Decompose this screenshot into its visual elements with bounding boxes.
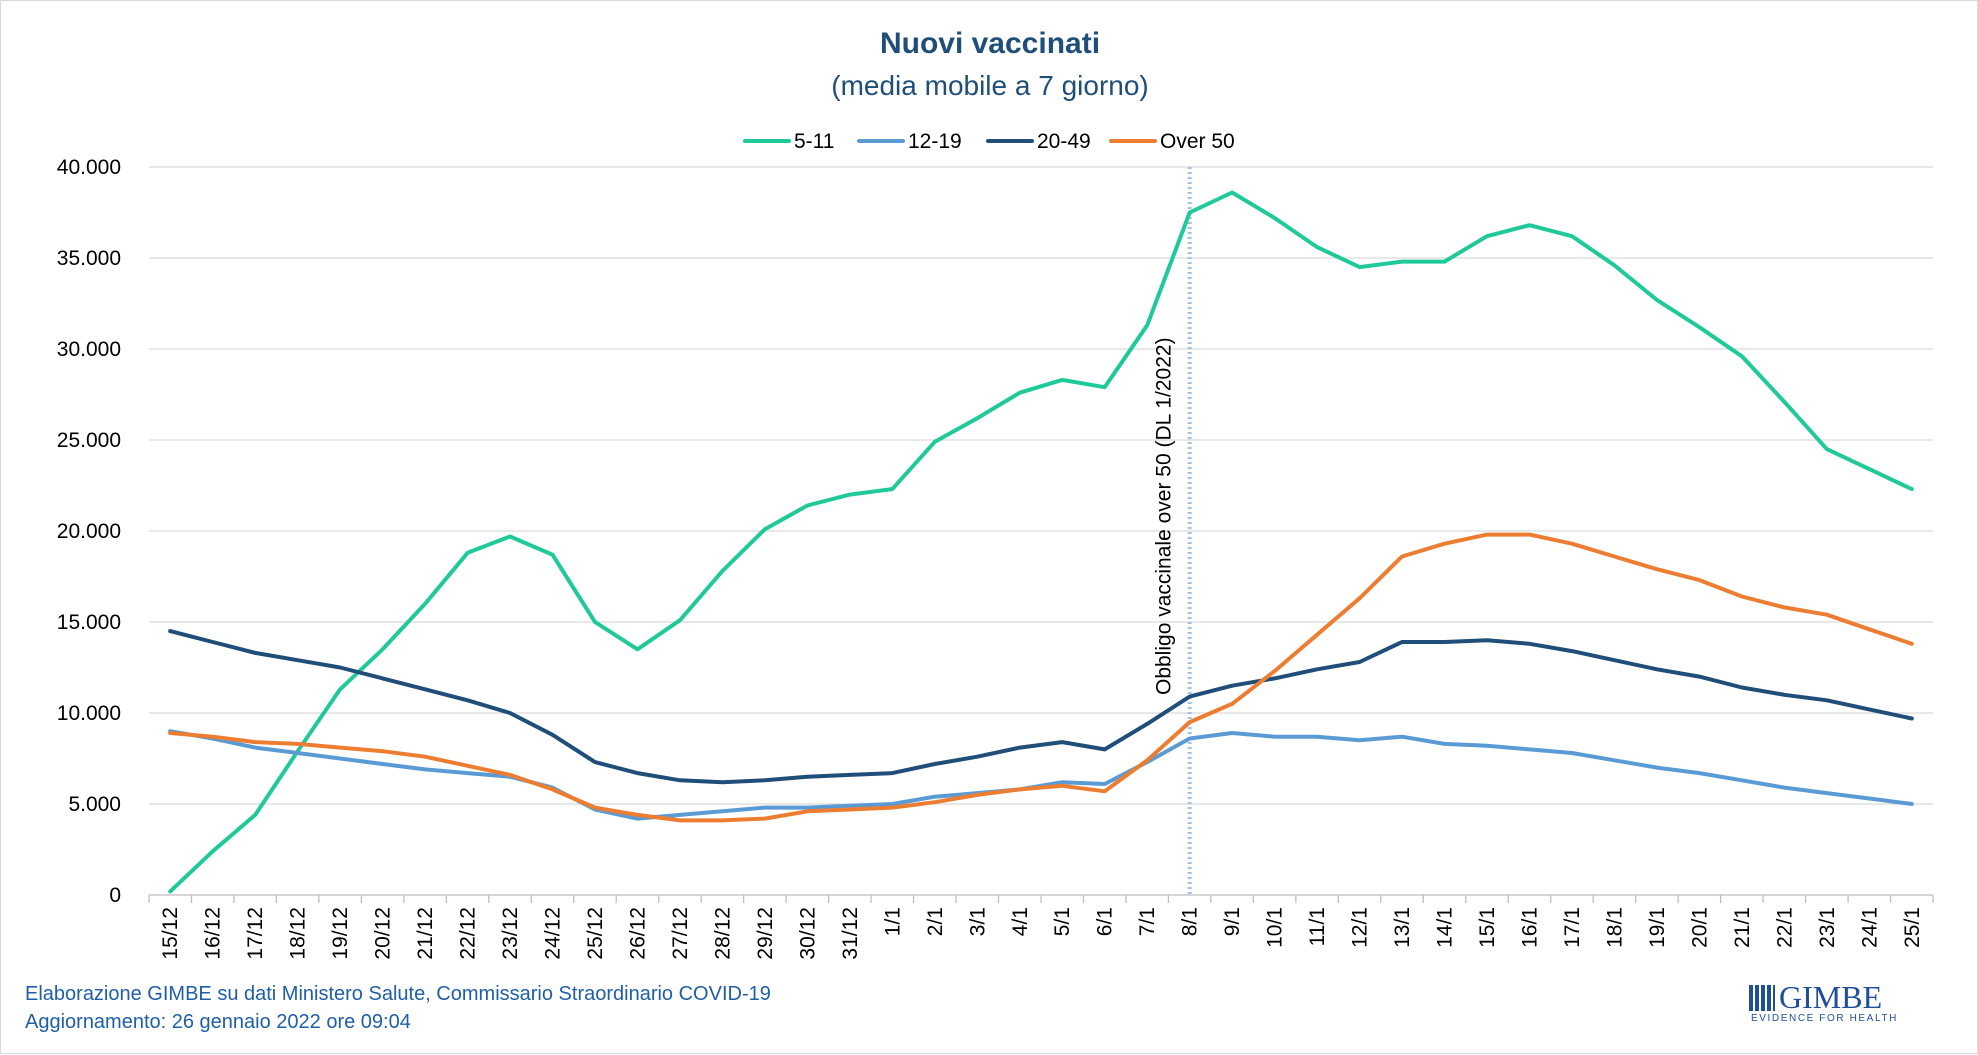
x-tick-label: 12/1 (1349, 907, 1372, 948)
x-tick-label: 22/12 (457, 907, 480, 960)
x-tick-label: 19/1 (1646, 907, 1669, 948)
series-line-5-11 (168, 190, 1914, 894)
logo-wordmark: GIMBE (1779, 979, 1883, 1015)
x-tick-label: 28/12 (711, 907, 734, 960)
logo-grid-icon (1749, 985, 1775, 1011)
mandate-annotation: Obbligo vaccinale over 50 (DL 1/2022) (1153, 167, 1192, 895)
x-tick-label: 16/12 (202, 907, 225, 960)
series-line-20-49 (168, 629, 1914, 785)
x-tick-label: 9/1 (1221, 907, 1244, 936)
chart-legend: 5-11 12-19 20-49 Over 50 (743, 130, 1235, 153)
y-tick-label: 15.000 (57, 611, 121, 634)
y-tick-label: 10.000 (57, 702, 121, 725)
x-tick-label: 31/12 (839, 907, 862, 960)
x-tick-label: 22/1 (1773, 907, 1796, 948)
annotation-label: Obbligo vaccinale over 50 (DL 1/2022) (1153, 337, 1176, 695)
x-tick-label: 18/12 (287, 907, 310, 960)
x-tick-label: 15/12 (159, 907, 182, 960)
y-tick-label: 40.000 (57, 156, 121, 179)
x-tick-label: 2/1 (924, 907, 947, 936)
x-tick-label: 17/12 (244, 907, 267, 960)
legend-label-5-11: 5-11 (794, 130, 834, 153)
update-timestamp: Aggiornamento: 26 gennaio 2022 ore 09:04 (25, 1011, 411, 1033)
x-tick-label: 5/1 (1051, 907, 1074, 936)
x-tick-label: 4/1 (1009, 907, 1032, 936)
x-tick-label: 18/1 (1603, 907, 1626, 948)
x-tick-label: 27/12 (669, 907, 692, 960)
x-tick-label: 21/1 (1731, 907, 1754, 948)
x-tick-label: 13/1 (1391, 907, 1414, 948)
chart-subtitle: (media mobile a 7 giorno) (831, 70, 1149, 101)
x-tick-label: 23/12 (499, 907, 522, 960)
x-tick-label: 23/1 (1816, 907, 1839, 948)
x-tick-label: 15/1 (1476, 907, 1499, 948)
x-tick-label: 7/1 (1136, 907, 1159, 936)
x-tick-label: 10/1 (1264, 907, 1287, 948)
gimbe-logo: GIMBE EVIDENCE FOR HEALTH (1749, 979, 1939, 1029)
legend-label-over-50: Over 50 (1160, 130, 1235, 153)
x-tick-label: 19/12 (329, 907, 352, 960)
x-tick-label: 1/1 (881, 907, 904, 936)
logo-tagline: EVIDENCE FOR HEALTH (1751, 1013, 1898, 1024)
x-tick-label: 3/1 (966, 907, 989, 936)
legend-label-12-19: 12-19 (908, 130, 962, 153)
x-tick-label: 29/12 (754, 907, 777, 960)
x-tick-label: 14/1 (1434, 907, 1457, 948)
x-tick-label: 11/1 (1306, 907, 1329, 946)
chart-title: Nuovi vaccinati (880, 27, 1100, 60)
y-tick-label: 5.000 (68, 793, 121, 816)
x-tick-label: 20/1 (1688, 907, 1711, 948)
x-tick-label: 20/12 (372, 907, 395, 960)
x-tick-label: 8/1 (1179, 907, 1202, 936)
y-tick-label: 25.000 (57, 429, 121, 452)
chart-series (168, 190, 1914, 894)
x-tick-label: 24/12 (542, 907, 565, 960)
x-tick-label: 16/1 (1518, 907, 1541, 948)
y-tick-label: 20.000 (57, 520, 121, 543)
x-tick-label: 21/12 (414, 907, 437, 960)
x-tick-label: 6/1 (1094, 907, 1117, 936)
legend-label-20-49: 20-49 (1037, 130, 1091, 153)
series-line-over-50 (168, 532, 1914, 823)
source-note: Elaborazione GIMBE su dati Ministero Sal… (25, 983, 771, 1005)
x-axis: 15/12 16/12 17/12 18/12 19/12 20/12 21/12 22/12… (148, 895, 1934, 960)
x-tick-label: 26/12 (626, 907, 649, 960)
x-tick-label: 30/12 (796, 907, 819, 960)
y-axis: 0 5.000 10.000 15.000 20.000 25.000 30.000 35.0… (57, 156, 121, 907)
x-tick-label: 24/1 (1858, 907, 1881, 948)
y-tick-label: 35.000 (57, 247, 121, 270)
y-tick-label: 30.000 (57, 338, 121, 361)
x-tick-label: 25/1 (1901, 907, 1924, 948)
x-tick-label: 25/12 (584, 907, 607, 960)
x-tick-label: 17/1 (1561, 907, 1584, 948)
y-tick-label: 0 (109, 884, 121, 907)
